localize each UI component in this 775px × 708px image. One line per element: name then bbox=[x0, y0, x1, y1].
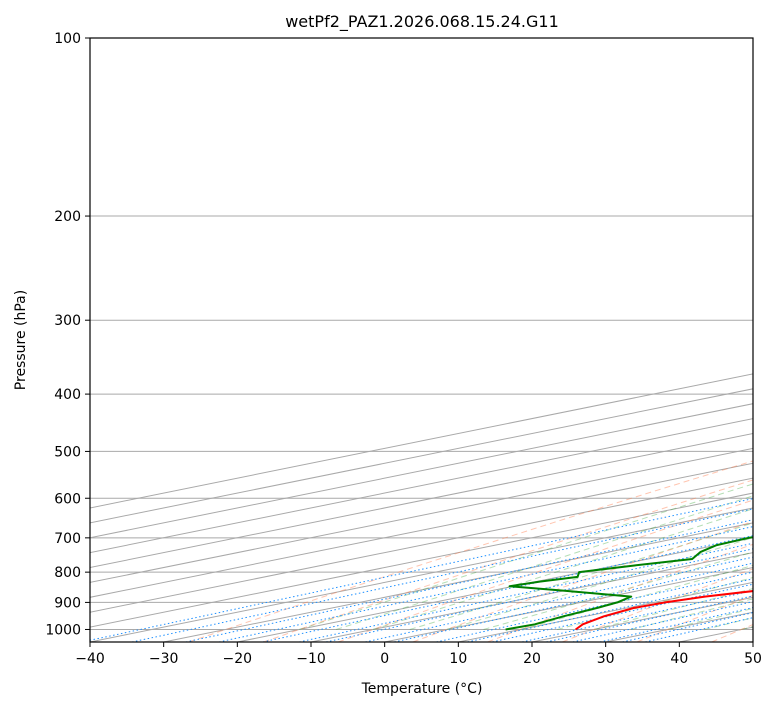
isotherm-line bbox=[90, 388, 753, 524]
isotherm-line bbox=[90, 507, 753, 642]
mixing-ratio-line bbox=[436, 571, 753, 642]
isotherm-line bbox=[90, 373, 753, 509]
x-tick-label: 10 bbox=[449, 651, 467, 667]
mixing-ratio-line bbox=[467, 578, 753, 642]
moist-adiabat bbox=[409, 522, 753, 630]
mixing-ratio-line bbox=[299, 542, 753, 642]
y-tick-label: 600 bbox=[54, 491, 81, 507]
isotherm-line bbox=[679, 626, 753, 642]
dry-adiabat bbox=[636, 594, 753, 642]
y-tick-label: 700 bbox=[54, 531, 81, 547]
x-tick-label: −30 bbox=[149, 651, 179, 667]
isotherm-line bbox=[458, 581, 753, 642]
moist-adiabat bbox=[593, 588, 753, 630]
x-tick-label: 40 bbox=[670, 651, 688, 667]
isotherm-line bbox=[605, 611, 753, 642]
isotherm-line bbox=[90, 403, 753, 539]
moist-adiabat bbox=[483, 551, 753, 630]
y-tick-label: 800 bbox=[54, 565, 81, 581]
x-tick-label: 20 bbox=[523, 651, 541, 667]
dry-adiabat bbox=[338, 499, 753, 642]
y-tick-label: 500 bbox=[54, 444, 81, 460]
mixing-ratio-line bbox=[394, 562, 753, 642]
y-tick-label: 100 bbox=[54, 31, 81, 47]
moist-adiabat bbox=[667, 607, 753, 630]
profiles bbox=[505, 536, 753, 631]
moist-adiabat bbox=[741, 626, 753, 630]
x-axis-title: Temperature (°C) bbox=[361, 681, 483, 697]
x-tick-label: 30 bbox=[597, 651, 615, 667]
dry-adiabat bbox=[412, 520, 753, 642]
chart-title: wetPf2_PAZ1.2026.068.15.24.G11 bbox=[285, 12, 559, 32]
moist-adiabat bbox=[372, 508, 753, 630]
isotherm-line bbox=[90, 492, 753, 628]
x-tick-label: 50 bbox=[744, 651, 762, 667]
mixing-ratio-line bbox=[218, 526, 753, 642]
y-tick-label: 300 bbox=[54, 313, 81, 329]
axes: −40 −30 −20 −10 0 10 20 30 40 50 100 200 300 400 500 60… bbox=[45, 31, 762, 667]
y-tick-label: 400 bbox=[54, 387, 81, 403]
isotherm-line bbox=[531, 596, 753, 642]
y-axis-title: Pressure (hPa) bbox=[13, 290, 29, 390]
isotherm-line bbox=[90, 432, 753, 569]
isotherm-line bbox=[90, 418, 753, 554]
x-tick-label: −10 bbox=[296, 651, 326, 667]
isotherm-line bbox=[90, 447, 753, 583]
x-tick-label: 0 bbox=[380, 651, 389, 667]
isotherm-line bbox=[163, 522, 753, 642]
temperature-line bbox=[575, 590, 753, 631]
background-lines bbox=[90, 38, 753, 642]
dry-adiabat bbox=[562, 568, 753, 642]
y-tick-label: 900 bbox=[54, 595, 81, 611]
dry-adiabat bbox=[711, 624, 753, 642]
x-tick-label: −40 bbox=[75, 651, 105, 667]
x-tick-label: −20 bbox=[223, 651, 253, 667]
isotherm-line bbox=[752, 641, 753, 642]
mixing-ratio-line bbox=[365, 556, 753, 642]
isotherm-line bbox=[310, 552, 753, 642]
plot-frame bbox=[89, 37, 754, 643]
isotherm-line bbox=[90, 477, 753, 613]
y-tick-label: 200 bbox=[54, 209, 81, 225]
dewpoint-line bbox=[505, 536, 753, 631]
isotherm-line bbox=[90, 462, 753, 598]
y-tick-label: 1000 bbox=[45, 622, 81, 638]
mixing-ratio-line bbox=[90, 498, 753, 641]
dry-adiabat bbox=[188, 460, 753, 642]
dry-adiabat bbox=[263, 479, 753, 642]
